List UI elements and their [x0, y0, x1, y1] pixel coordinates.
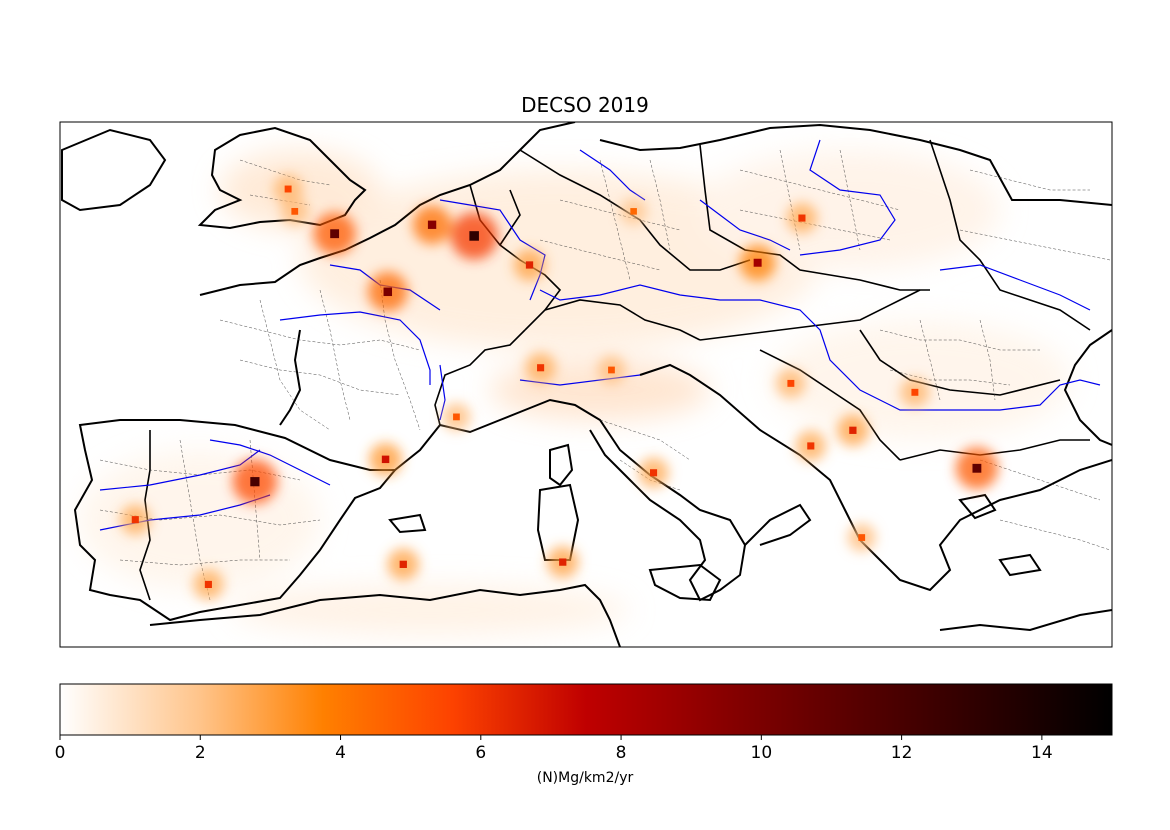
coastlines	[61, 122, 1112, 647]
hotspot-core	[787, 379, 795, 387]
map-panel	[59, 121, 1113, 648]
hotspot-core	[649, 469, 658, 477]
map-frame	[59, 121, 1113, 648]
hotspot-core	[537, 364, 545, 372]
hotspot-core	[383, 287, 393, 297]
colorbar-tick-label: 14	[1031, 743, 1053, 763]
hotspot-core	[204, 580, 212, 588]
hotspot-core	[330, 229, 340, 239]
colorbar-tick-label: 4	[335, 743, 346, 763]
hotspot-core	[753, 258, 762, 267]
hotspot-core	[972, 463, 982, 473]
emission-hotspots	[120, 174, 999, 600]
colorbar-label: (N)Mg/km2/yr	[537, 770, 634, 786]
hotspot-core	[608, 366, 615, 374]
colorbar-gradient	[60, 684, 1112, 735]
colorbar-tick-label: 12	[891, 743, 913, 763]
hotspot-core	[427, 220, 437, 229]
hotspot-core	[131, 516, 139, 524]
hotspot-core	[291, 207, 299, 215]
hotspot-core	[453, 413, 460, 421]
colorbar-tick-label: 6	[475, 743, 486, 763]
hotspot-core	[849, 426, 857, 434]
colorbar-tick-label: 10	[751, 743, 773, 763]
hotspot-core	[798, 214, 806, 222]
hotspot-core	[911, 388, 919, 396]
country-borders	[139, 139, 1091, 601]
hotspot-core	[807, 442, 815, 450]
hotspot-core	[250, 477, 260, 487]
colorbar-ticks: 0 2 4 6 8 10 12 14	[55, 735, 1053, 763]
hotspot-core	[399, 560, 407, 568]
hotspot-core	[559, 558, 567, 566]
map-title: DECSO 2019	[521, 93, 649, 117]
colorbar-tick-label: 8	[616, 743, 627, 763]
hotspot-core	[381, 455, 390, 464]
hotspot-core	[525, 261, 534, 269]
hotspot-core	[630, 208, 637, 215]
colorbar-frame	[59, 683, 1113, 736]
hotspot-core	[858, 534, 866, 541]
colorbar-tick-label: 0	[55, 743, 66, 763]
colorbar: 0 2 4 6 8 10 12 14 (N)Mg/km2/yr	[55, 683, 1113, 786]
colorbar-tick-label: 2	[195, 743, 206, 763]
hotspot-core	[284, 185, 292, 193]
hotspot-core	[469, 231, 479, 241]
